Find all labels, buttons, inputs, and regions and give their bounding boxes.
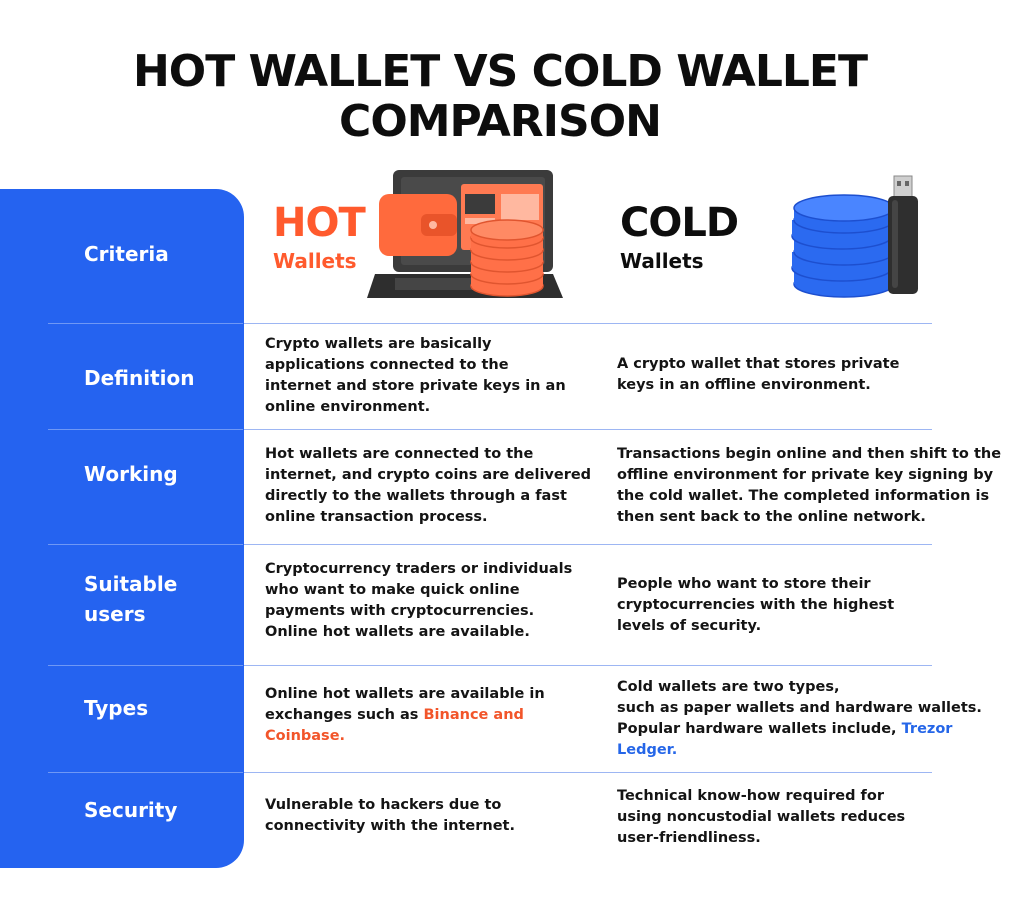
laptop-wallet-coins-icon: [367, 170, 563, 298]
text-line: Cold wallets are two types,: [617, 679, 840, 695]
divider-left: [48, 323, 243, 324]
text-line: applications connected to the: [265, 357, 509, 373]
text-line: directly to the wallets through a fast: [265, 488, 567, 504]
row-divider: [244, 665, 932, 666]
text-line: online environment.: [265, 399, 431, 415]
text-line: such as paper wallets and hardware walle…: [617, 700, 982, 716]
text-line: A crypto wallet that stores private: [617, 356, 900, 372]
divider-left: [48, 772, 243, 773]
text-line: connectivity with the internet.: [265, 818, 515, 834]
text-line: Online hot wallets are available.: [265, 624, 530, 640]
text-line: online transaction process.: [265, 509, 488, 525]
criteria-types: Types: [84, 696, 149, 720]
text-line: People who want to store their: [617, 576, 871, 592]
text-line: Online hot wallets are available in: [265, 686, 545, 702]
criteria-header: Criteria: [84, 242, 169, 266]
cold-types: Cold wallets are two types, such as pape…: [617, 677, 982, 761]
text-line: internet, and crypto coins are delivered: [265, 467, 592, 483]
hot-types: Online hot wallets are available in exch…: [265, 684, 545, 747]
hot-subheading: Wallets: [273, 249, 357, 273]
text-line: using noncustodial wallets reduces: [617, 809, 906, 825]
text-line: levels of security.: [617, 618, 762, 634]
trezor-link[interactable]: Trezor: [901, 721, 953, 737]
text-line: Transactions begin online and then shift…: [617, 446, 1002, 462]
criteria-suitable-users-line2: users: [84, 602, 146, 626]
ledger-link[interactable]: Ledger.: [617, 742, 678, 758]
page-title-line-1: HOT WALLET VS COLD WALLET: [132, 46, 868, 97]
text-line: who want to make quick online: [265, 582, 520, 598]
divider-left: [48, 665, 243, 666]
criteria-working: Working: [84, 462, 178, 486]
hot-heading: HOT: [273, 200, 366, 246]
row-divider: [244, 323, 932, 324]
text-line: internet and store private keys in an: [265, 378, 566, 394]
text-line: keys in an offline environment.: [617, 377, 871, 393]
text-line: Hot wallets are connected to the: [265, 446, 534, 462]
cold-definition: A crypto wallet that stores private keys…: [617, 354, 899, 396]
criteria-suitable-users-line1: Suitable: [84, 572, 178, 596]
row-divider: [244, 429, 932, 430]
text-line: Cryptocurrency traders or individuals: [265, 561, 573, 577]
text-line: then sent back to the online network.: [617, 509, 926, 525]
text-line: payments with cryptocurrencies.: [265, 603, 535, 619]
text-line: exchanges such as Binance and: [265, 705, 545, 726]
cold-subheading: Wallets: [620, 249, 704, 273]
hot-definition: Crypto wallets are basically application…: [265, 334, 566, 418]
divider-left: [48, 429, 243, 430]
text-line: user-friendliness.: [617, 830, 761, 846]
cold-heading: COLD: [620, 200, 739, 246]
text-segment: Popular hardware wallets include,: [617, 721, 902, 737]
text-line: cryptocurrencies with the highest: [617, 597, 895, 613]
hot-suitable-users: Cryptocurrency traders or individuals wh…: [265, 559, 572, 643]
row-divider: [244, 772, 932, 773]
text-line: Popular hardware wallets include, Trezor: [617, 719, 982, 740]
divider-left: [48, 544, 243, 545]
text-line: offline environment for private key sign…: [617, 467, 994, 483]
page-title-line-2: COMPARISON: [339, 96, 662, 147]
criteria-definition: Definition: [84, 366, 195, 390]
text-line: the cold wallet. The completed informati…: [617, 488, 990, 504]
coinbase-link[interactable]: Coinbase.: [265, 728, 346, 744]
binance-link[interactable]: Binance and: [423, 707, 524, 723]
row-divider: [244, 544, 932, 545]
coins-usb-drive-icon: [791, 175, 918, 298]
cold-suitable-users: People who want to store their cryptocur…: [617, 574, 894, 637]
text-line: Technical know-how required for: [617, 788, 884, 804]
hot-working: Hot wallets are connected to the interne…: [265, 444, 591, 528]
text-line: Vulnerable to hackers due to: [265, 797, 502, 813]
cold-working: Transactions begin online and then shift…: [617, 444, 1001, 528]
hot-security: Vulnerable to hackers due to connectivit…: [265, 795, 515, 837]
criteria-sidebar: [0, 189, 244, 868]
text-line: Crypto wallets are basically: [265, 336, 492, 352]
text-segment: exchanges such as: [265, 707, 424, 723]
criteria-security: Security: [84, 798, 178, 822]
cold-security: Technical know-how required for using no…: [617, 786, 905, 849]
